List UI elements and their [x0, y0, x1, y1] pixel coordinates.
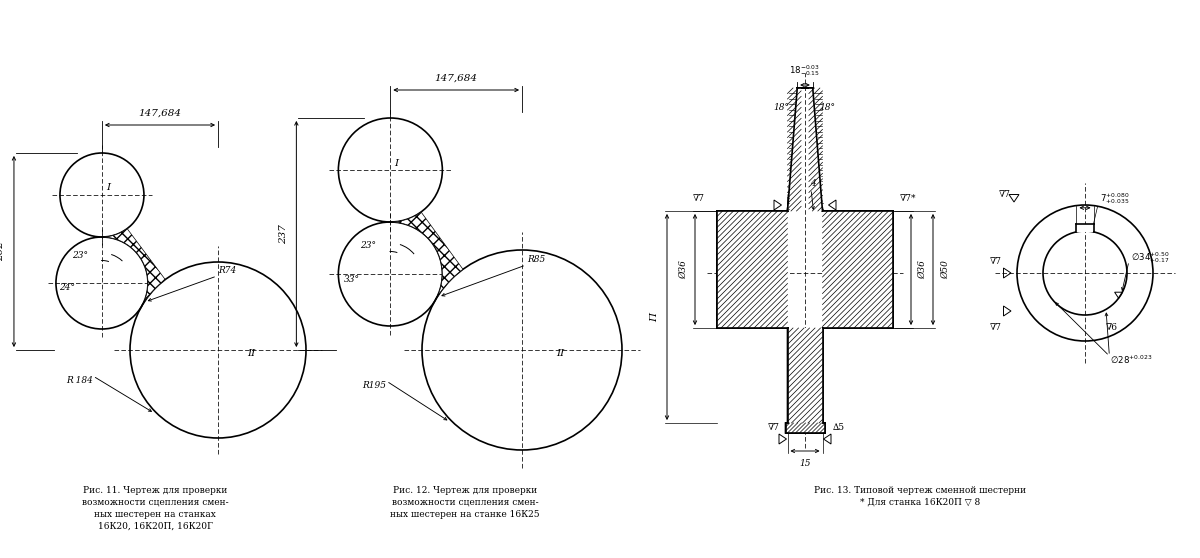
Text: ∇7*: ∇7*	[900, 195, 917, 204]
Text: Ø36: Ø36	[679, 260, 689, 279]
Text: 23°: 23°	[72, 252, 88, 261]
Text: ∇7: ∇7	[768, 424, 780, 432]
Text: 33°: 33°	[344, 275, 360, 283]
Text: ∇7: ∇7	[998, 190, 1010, 200]
Text: 202: 202	[0, 242, 6, 262]
Text: II: II	[556, 349, 564, 358]
Bar	[822, 211, 893, 328]
Text: I: I	[395, 158, 398, 167]
Bar	[809, 88, 822, 211]
Text: R 184: R 184	[66, 376, 92, 385]
Text: $\varnothing 28^{+0.023}$: $\varnothing 28^{+0.023}$	[1110, 354, 1153, 366]
Text: 147,684: 147,684	[434, 74, 478, 83]
Text: $\varnothing 34^{+0.50}_{+0.17}$: $\varnothing 34^{+0.50}_{+0.17}$	[1130, 251, 1170, 266]
Text: Ø36: Ø36	[918, 260, 928, 279]
Text: Ø50: Ø50	[942, 260, 950, 279]
Text: 4: 4	[810, 179, 816, 187]
Text: II: II	[247, 349, 256, 358]
Text: R74: R74	[218, 266, 236, 275]
Text: ∇6: ∇6	[1106, 324, 1118, 333]
Bar	[786, 423, 824, 433]
Bar	[787, 88, 802, 211]
Text: ∆5: ∆5	[833, 422, 845, 431]
Bar	[787, 328, 822, 423]
Text: ∇7: ∇7	[694, 195, 706, 204]
Text: $7^{+0.080}_{+0.035}$: $7^{+0.080}_{+0.035}$	[1099, 191, 1129, 206]
Text: 23°: 23°	[360, 240, 377, 249]
Polygon shape	[102, 229, 166, 306]
Text: R195: R195	[362, 381, 386, 390]
Text: 18°: 18°	[773, 103, 790, 113]
Polygon shape	[390, 212, 463, 300]
Text: 147,684: 147,684	[138, 109, 181, 118]
Text: $18^{-0.03}_{-0.15}$: $18^{-0.03}_{-0.15}$	[790, 63, 821, 78]
Text: ∇7: ∇7	[990, 324, 1002, 333]
Text: 15: 15	[799, 459, 811, 468]
Text: П: П	[650, 312, 660, 321]
Bar	[1076, 224, 1093, 232]
Text: Рис. 11. Чертеж для проверки
возможности сцепления смен-
ных шестерен на станках: Рис. 11. Чертеж для проверки возможности…	[82, 486, 228, 531]
Text: 18°: 18°	[820, 103, 835, 113]
Text: Рис. 13. Типовой чертеж сменной шестерни
* Для станка 16К20П ▽ 8: Рис. 13. Типовой чертеж сменной шестерни…	[814, 486, 1026, 507]
Text: ∇7: ∇7	[990, 257, 1002, 266]
Bar	[718, 211, 787, 328]
Text: 237: 237	[278, 224, 288, 244]
Text: R85: R85	[527, 255, 545, 264]
Text: I: I	[106, 184, 110, 193]
Text: 24°: 24°	[59, 283, 74, 292]
Text: Рис. 12. Чертеж для проверки
возможности сцепления смен-
ных шестерен на станке : Рис. 12. Чертеж для проверки возможности…	[390, 486, 540, 518]
